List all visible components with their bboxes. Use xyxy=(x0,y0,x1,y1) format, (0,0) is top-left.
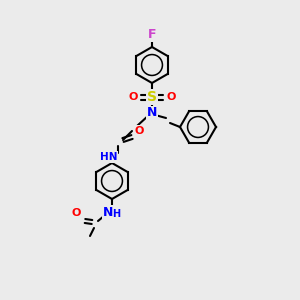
Text: S: S xyxy=(147,90,157,104)
Text: F: F xyxy=(148,28,156,41)
Text: O: O xyxy=(134,126,144,136)
Text: HN: HN xyxy=(100,152,118,162)
Text: N: N xyxy=(103,206,113,218)
Text: N: N xyxy=(147,106,157,119)
Text: H: H xyxy=(112,209,120,219)
Text: O: O xyxy=(71,208,81,218)
Text: O: O xyxy=(128,92,138,102)
Text: O: O xyxy=(166,92,176,102)
